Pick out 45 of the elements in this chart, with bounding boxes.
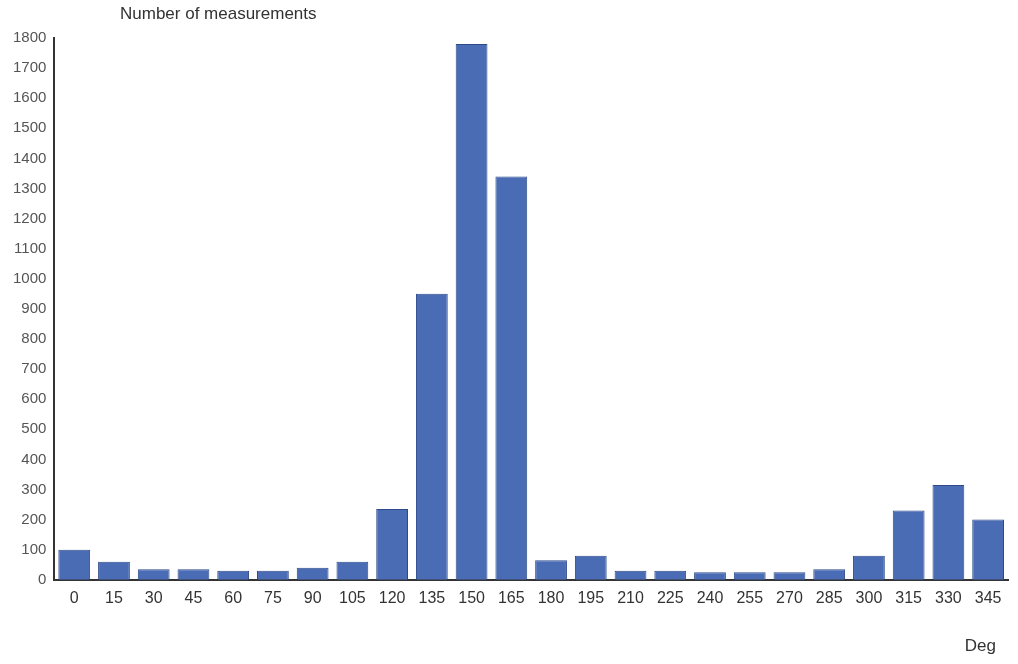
x-tick-label: 285: [815, 588, 843, 606]
x-tick-label: 330: [935, 588, 962, 606]
x-tick-label: 315: [895, 588, 923, 606]
x-tick-label: 75: [264, 588, 282, 606]
x-tick-label: 225: [656, 588, 684, 606]
y-tick-label: 1500: [12, 118, 47, 136]
y-tick-label: 700: [21, 359, 47, 377]
y-tick-label: 200: [21, 509, 47, 527]
y-tick-label: 1800: [12, 28, 47, 46]
y-tick-label: 800: [21, 329, 47, 347]
x-tick-label: 210: [617, 588, 644, 606]
y-tick-label: 500: [21, 419, 47, 437]
x-axis-title: Deg: [964, 636, 996, 656]
x-tick-label: 180: [537, 588, 565, 606]
y-tick-label: 1300: [12, 178, 47, 196]
x-tick-label: 165: [497, 588, 525, 606]
x-tick-label: 90: [303, 588, 322, 606]
x-tick-label: 15: [105, 588, 123, 606]
y-tick-label: 900: [21, 299, 47, 317]
y-tick-label: 1400: [12, 148, 47, 166]
x-tick-label: 345: [974, 588, 1002, 606]
x-tick-label: 0: [69, 588, 79, 606]
x-tick-label: 120: [378, 588, 406, 606]
x-tick-label: 45: [184, 588, 203, 606]
x-tick-label: 270: [776, 588, 803, 606]
y-tick-label: 400: [21, 449, 47, 467]
x-tick-label: 135: [418, 588, 446, 606]
y-tick-label: 300: [21, 479, 47, 497]
x-tick-label: 150: [458, 588, 486, 606]
x-tick-label: 60: [224, 588, 243, 606]
y-tick-label: 1100: [14, 238, 47, 256]
x-tick-label: 240: [696, 588, 724, 606]
y-axis-title: Number of measurements: [120, 4, 317, 24]
x-tick-label: 105: [339, 588, 366, 606]
y-tick-label: 1000: [12, 268, 47, 286]
y-tick-label: 1700: [12, 58, 47, 76]
x-tick-label: 195: [577, 588, 605, 606]
x-tick-label: 255: [736, 588, 764, 606]
y-tick-label: 600: [21, 389, 47, 407]
y-tick-label: 1200: [12, 208, 47, 226]
y-tick-label: 100: [21, 539, 47, 557]
y-tick-label: 0: [38, 569, 47, 587]
y-tick-label: 1600: [12, 88, 47, 106]
x-tick-label: 300: [855, 588, 883, 606]
x-tick-label: 30: [144, 588, 163, 606]
